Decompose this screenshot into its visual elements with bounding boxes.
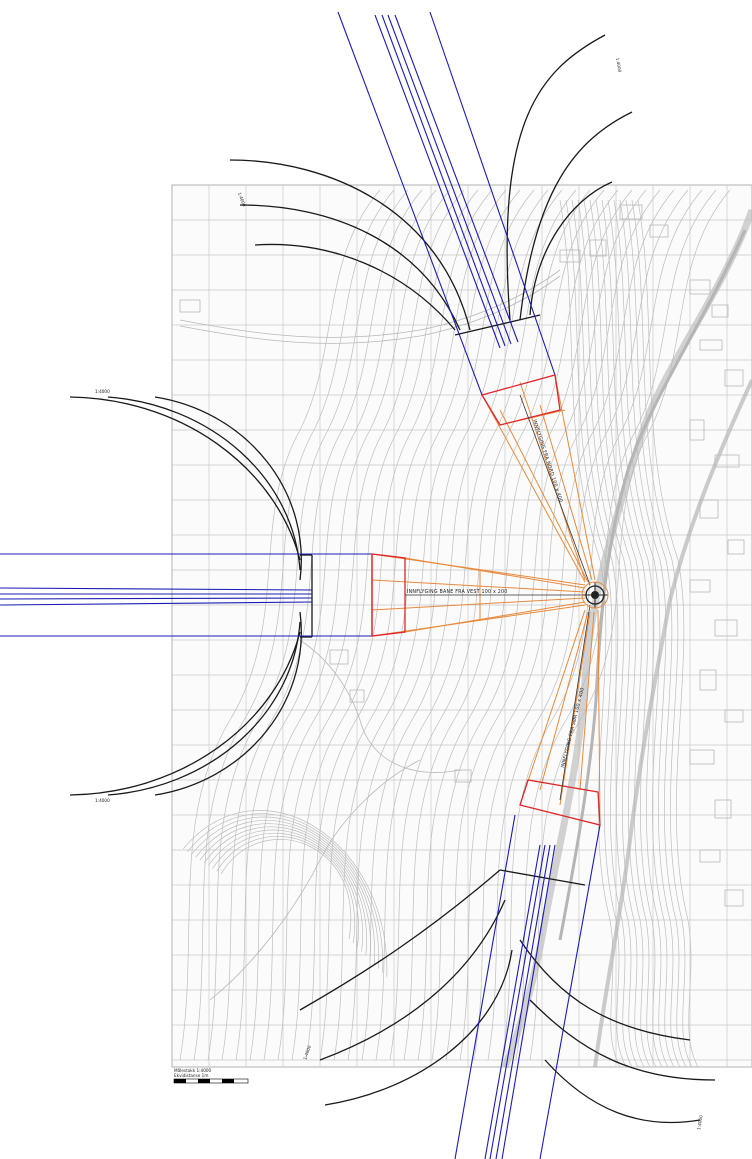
arc-label-west-bottom: 1:4000 xyxy=(95,798,110,803)
terrain-map xyxy=(172,185,752,1067)
arc-label-north-top: 1:4000 xyxy=(615,57,623,73)
scale-bar xyxy=(174,1079,248,1083)
scale-subtext: Ekvidistanse 1m xyxy=(174,1073,208,1078)
arc-label-south-right: 1:4000 xyxy=(696,1114,704,1130)
arc-label-west-top: 1:4000 xyxy=(95,389,110,394)
helipad-symbol xyxy=(582,582,608,608)
scale-legend: Målestokk 1:4000 Ekvidistanse 1m xyxy=(174,1068,248,1083)
runway-label-west: INNFLYGING BANE FRA VEST 100 x 200 xyxy=(407,589,508,595)
